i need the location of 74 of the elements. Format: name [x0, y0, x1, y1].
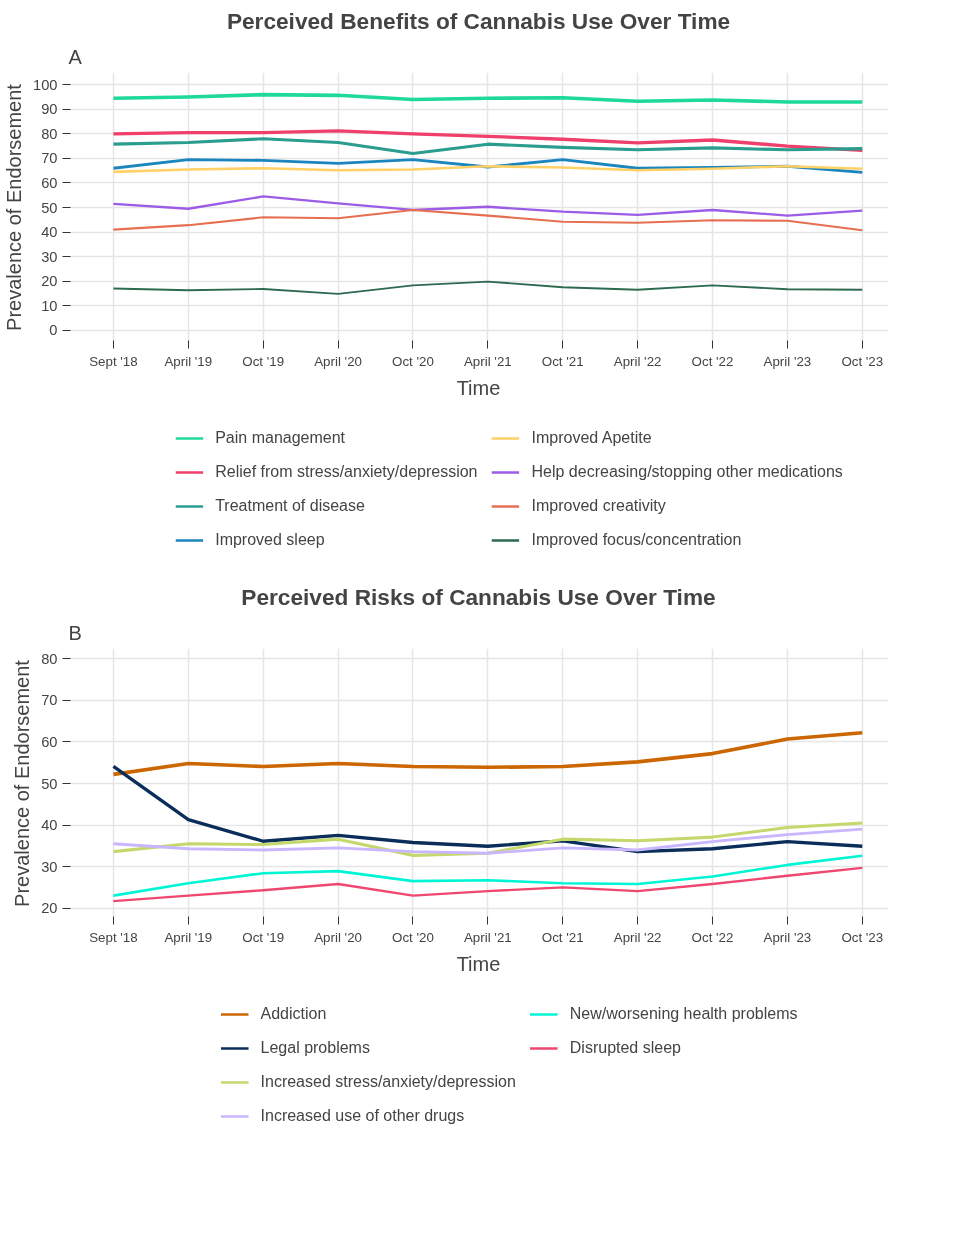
x-tick-label: April '22 — [613, 353, 662, 369]
y-tick-label: 50 — [41, 199, 58, 216]
y-tick-label: 30 — [41, 858, 58, 875]
legend-label: Improved creativity — [531, 496, 666, 515]
x-tick-label: April '23 — [763, 353, 812, 369]
line-series — [111, 764, 864, 854]
line-series — [111, 731, 865, 777]
x-tick-label: April '23 — [763, 929, 812, 945]
legend-label: Increased use of other drugs — [260, 1106, 465, 1125]
y-tick-label: 80 — [41, 125, 58, 142]
line-series — [111, 129, 864, 152]
x-tick-label: April '20 — [314, 929, 362, 945]
legend-label: Treatment of disease — [215, 496, 365, 515]
y-tick-label: 10 — [41, 297, 58, 314]
x-tick-label: Oct '19 — [242, 929, 285, 945]
x-tick-label: Oct '20 — [392, 929, 434, 945]
x-tick-label: Oct '21 — [541, 929, 584, 945]
text: A — [68, 45, 83, 68]
chart-title: Perceived Benefits of Cannabis Use Over Time — [226, 7, 731, 34]
x-tick-label: April '21 — [463, 929, 512, 945]
y-axis-title: Prevalence of Endorsement — [3, 83, 26, 331]
y-tick-label: 80 — [41, 650, 58, 667]
legend-label: Relief from stress/anxiety/depression — [215, 462, 478, 481]
line-series — [111, 821, 864, 857]
chart-title: Perceived Risks of Cannabis Use Over Time — [241, 583, 716, 610]
x-tick-label: Oct '23 — [841, 929, 884, 945]
x-tick-label: Oct '19 — [242, 353, 285, 369]
line-series — [112, 280, 864, 295]
x-axis-title: Time — [456, 376, 501, 399]
y-tick-label: 50 — [41, 775, 58, 792]
y-tick-label: 90 — [41, 101, 58, 118]
x-tick-label: April '20 — [314, 353, 362, 369]
x-tick-label: April '21 — [463, 353, 512, 369]
line-series — [111, 92, 865, 104]
legend-label: New/worsening health problems — [569, 1004, 798, 1023]
legend-label: Disrupted sleep — [569, 1038, 681, 1057]
y-tick-label: 30 — [41, 248, 58, 265]
legend-label: Pain management — [215, 428, 346, 447]
y-tick-label: 20 — [41, 900, 58, 917]
y-tick-label: 40 — [41, 817, 58, 834]
legend-label: Addiction — [260, 1004, 327, 1023]
x-tick-label: Oct '22 — [691, 353, 734, 369]
x-tick-label: Sept '18 — [89, 353, 138, 369]
legend-label: Improved sleep — [215, 530, 325, 549]
y-tick-label: 70 — [41, 150, 58, 167]
legend-label: Increased stress/anxiety/depression — [260, 1072, 516, 1091]
line-series — [112, 208, 864, 232]
y-tick-label: 40 — [41, 224, 58, 241]
x-tick-label: April '19 — [164, 353, 213, 369]
legend-label: Legal problems — [260, 1038, 370, 1057]
x-tick-label: April '19 — [164, 929, 213, 945]
x-tick-label: Oct '21 — [541, 353, 584, 369]
line-series — [112, 854, 864, 897]
line-series — [112, 866, 864, 903]
y-tick-label: 20 — [41, 273, 58, 290]
x-tick-label: Oct '23 — [841, 353, 884, 369]
x-axis-title: Time — [456, 952, 501, 975]
y-axis-title: Prevalence of Endorsement — [11, 659, 34, 907]
line-series — [112, 827, 864, 855]
legend-label: Improved Apetite — [531, 428, 652, 447]
y-tick-label: 60 — [41, 733, 58, 750]
x-tick-label: Oct '20 — [392, 353, 434, 369]
x-tick-label: Sept '18 — [89, 929, 138, 945]
line-series — [112, 195, 864, 217]
legend-label: Help decreasing/stopping other medications — [531, 462, 843, 481]
y-tick-label: 100 — [33, 76, 58, 93]
line-series — [111, 137, 864, 156]
y-tick-label: 0 — [49, 322, 58, 339]
text: B — [68, 621, 82, 644]
legend-label: Improved focus/concentration — [531, 530, 742, 549]
y-tick-label: 60 — [41, 174, 58, 191]
y-tick-label: 70 — [41, 692, 58, 709]
x-tick-label: April '22 — [613, 929, 662, 945]
x-tick-label: Oct '22 — [691, 929, 734, 945]
